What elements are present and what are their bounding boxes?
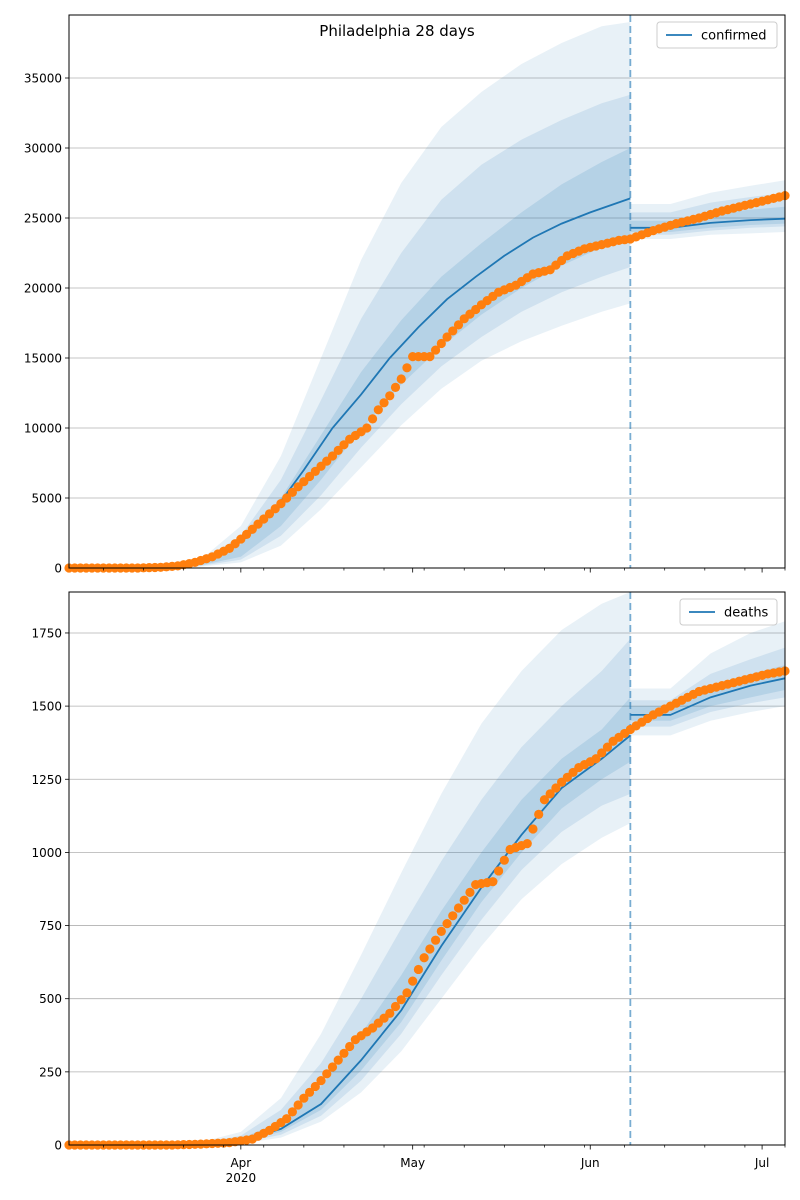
observed-point [522, 839, 532, 849]
observed-point [402, 988, 412, 998]
y-tick-label: 250 [39, 1065, 62, 1079]
y-tick-label: 1250 [31, 773, 62, 787]
observed-point [425, 944, 435, 954]
observed-point [448, 911, 458, 921]
observed-point [396, 374, 406, 384]
band-middle-history [69, 94, 631, 569]
chart-title: Philadelphia 28 days [319, 22, 475, 40]
y-tick-label: 5000 [31, 492, 62, 506]
observed-point [425, 352, 435, 362]
y-tick-label: 500 [39, 992, 62, 1006]
observed-point [430, 935, 441, 945]
observed-point [385, 391, 395, 401]
y-tick-label: 10000 [24, 422, 62, 436]
y-tick-label: 1000 [31, 846, 62, 860]
band-inner-history [69, 697, 631, 1145]
observed-point [528, 824, 538, 834]
observed-point [327, 451, 338, 461]
observed-point [345, 1041, 355, 1052]
y-tick-label: 1500 [31, 700, 62, 714]
y-tick-label: 0 [54, 562, 62, 576]
x-tick-sublabel: 2020 [226, 1171, 257, 1185]
observed-point [419, 953, 429, 963]
x-tick-label: May [400, 1156, 425, 1170]
x-tick-label: Jun [580, 1156, 600, 1170]
legend-label: confirmed [701, 29, 767, 44]
x-tick-label: Jul [754, 1156, 769, 1170]
y-tick-label: 30000 [24, 142, 62, 156]
observed-point [453, 903, 464, 913]
observed-point [327, 1062, 338, 1072]
observed-point [602, 742, 613, 752]
observed-point [293, 1100, 303, 1110]
observed-point [465, 887, 475, 897]
observed-point [442, 919, 452, 929]
observed-point [339, 1048, 349, 1058]
observed-point [287, 487, 297, 497]
x-tick-label: Apr [230, 1156, 251, 1170]
observed-point [276, 499, 286, 509]
observed-point [385, 1008, 395, 1018]
y-tick-label: 15000 [24, 352, 62, 366]
observed-point [362, 423, 372, 433]
band-outer-history [69, 22, 631, 568]
observed-point [316, 1076, 326, 1086]
confirmed-panel: 0 5000 10000 15000 20000 25000 30000 35000 confi… [24, 14, 790, 576]
legend-box [679, 598, 778, 626]
observed-point [453, 320, 464, 330]
observed-point [408, 976, 418, 986]
observed-point [282, 1114, 292, 1124]
observed-point [339, 440, 349, 450]
y-tick-label: 20000 [24, 282, 62, 296]
legend-box [656, 21, 778, 49]
observed-point [282, 493, 292, 503]
observed-point [310, 1081, 320, 1092]
observed-point [545, 789, 555, 799]
legend-label: deaths [724, 606, 769, 621]
observed-point [402, 363, 412, 373]
observed-point [436, 338, 446, 349]
observed-point [390, 1001, 401, 1012]
observed-point [367, 414, 378, 424]
observed-point [322, 1069, 332, 1079]
observed-point [591, 754, 601, 764]
band-inner-history [69, 148, 631, 568]
observed-point [436, 926, 446, 937]
observed-point [539, 795, 550, 805]
observed-point [488, 877, 498, 887]
y-tick-label: 25000 [24, 212, 62, 226]
observed-point [304, 1087, 315, 1097]
observed-point [413, 964, 424, 975]
y-tick-label: 0 [54, 1139, 62, 1153]
observed-point [534, 809, 544, 819]
observed-point [299, 1093, 309, 1103]
observed-point [287, 1107, 297, 1117]
observed-point [390, 382, 401, 392]
observed-point [597, 748, 607, 758]
y-tick-label: 750 [39, 919, 62, 933]
observed-point [333, 445, 343, 455]
band-outer-history [69, 592, 631, 1145]
observed-point [499, 855, 509, 865]
observed-point [333, 1055, 343, 1065]
y-tick-label: 1750 [31, 626, 62, 640]
observed-point [396, 995, 406, 1005]
y-tick-label: 35000 [24, 72, 62, 86]
axes-frame [68, 14, 786, 569]
observed-point [459, 895, 469, 905]
axes-frame [68, 591, 786, 1146]
observed-point [494, 866, 504, 876]
observed-point [379, 398, 389, 408]
observed-point [430, 345, 441, 355]
observed-point [551, 783, 561, 793]
observed-point [448, 326, 458, 336]
observed-point [373, 405, 383, 415]
observed-point [442, 332, 452, 342]
